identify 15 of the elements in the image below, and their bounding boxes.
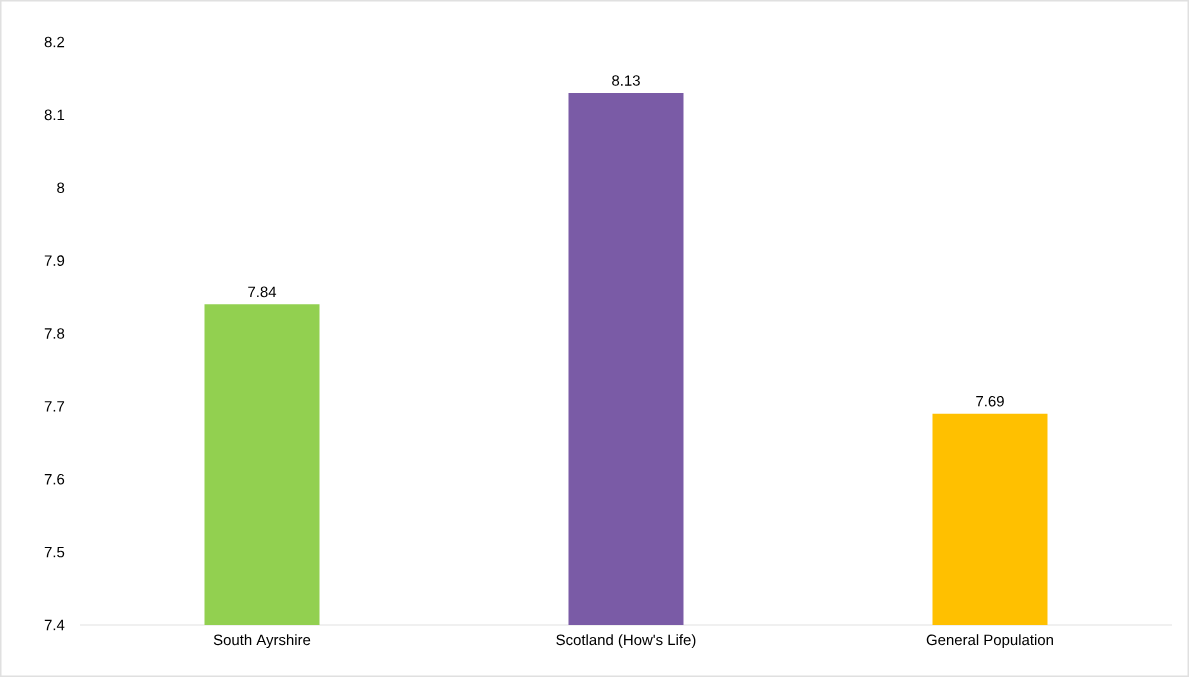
data-label: 7.69 — [976, 395, 1004, 407]
y-tick-label: 7.8 — [44, 328, 65, 339]
y-tick-label: 8.2 — [44, 36, 65, 48]
y-tick-label: 7.6 — [44, 473, 65, 485]
data-label: 8.13 — [612, 75, 640, 86]
y-tick-label: 8 — [57, 182, 65, 194]
y-tick-label: 7.9 — [44, 255, 65, 266]
x-tick-label: Scotland (How's Life) — [556, 634, 696, 649]
x-tick-label: General Population — [926, 634, 1053, 649]
x-tick-label: South Ayrshire — [213, 634, 311, 649]
y-tick-label: 7.5 — [44, 546, 65, 558]
y-tick-label: 7.7 — [44, 401, 65, 412]
data-label: 7.84 — [248, 286, 277, 298]
y-tick-label: 7.4 — [44, 619, 65, 631]
y-tick-label: 8.1 — [44, 109, 65, 121]
